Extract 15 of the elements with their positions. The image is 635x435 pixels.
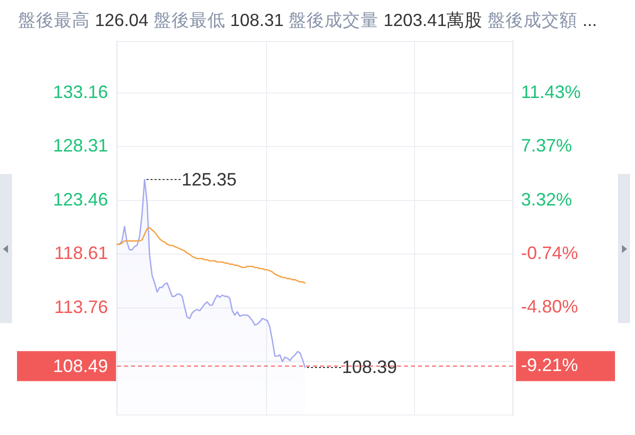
y2-tick-label: -4.80% — [521, 296, 578, 317]
y2-tick-label: -0.74% — [521, 243, 578, 264]
y2-tick-label: 7.37% — [521, 136, 572, 156]
y-tick-label: 118.61 — [54, 243, 108, 264]
chart-title: 盤後最高 126.04 盤後最低 108.31 盤後成交量 1203.41萬股 盤後成交額 ... — [18, 10, 598, 30]
y-tick-label: 113.76 — [54, 296, 108, 317]
y2-tick-label: 11.43% — [521, 82, 581, 102]
y-tick-label: 123.46 — [52, 189, 108, 210]
y2-tick-label: -9.21% — [521, 355, 578, 376]
y2-tick-label: 3.32% — [521, 189, 572, 210]
data-label: 108.39 — [342, 357, 398, 378]
y-tick-label: 128.31 — [52, 136, 108, 156]
ref-line-label: 108.49 — [52, 356, 108, 376]
y-tick-label: 133.16 — [52, 82, 108, 102]
data-label: 125.35 — [182, 169, 237, 190]
